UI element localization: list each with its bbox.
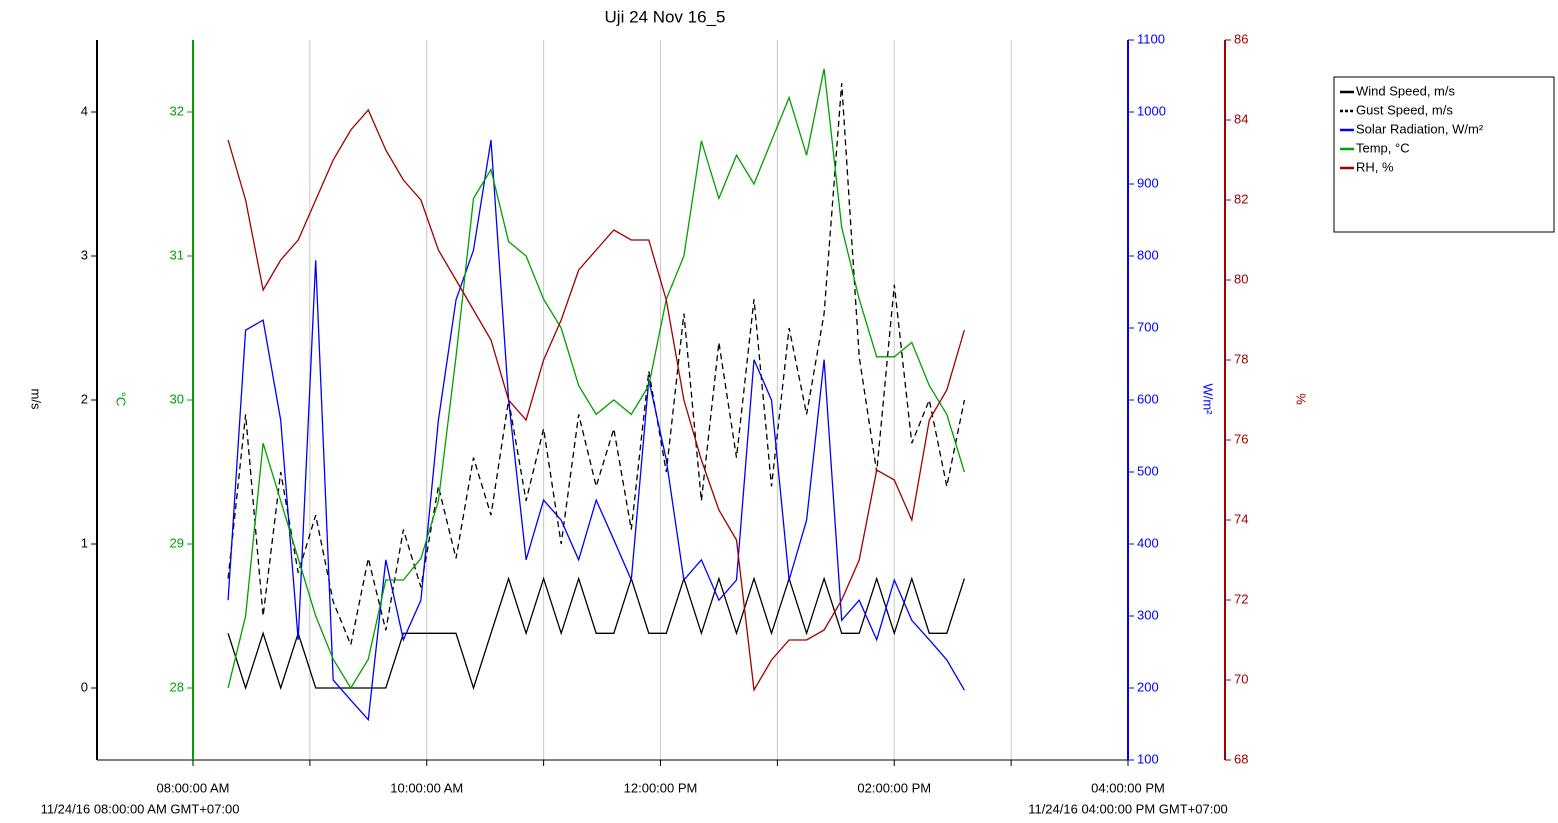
x-tick-label: 08:00:00 AM — [157, 780, 230, 795]
y-tick-label: 1000 — [1137, 103, 1166, 118]
y-tick-label: 200 — [1137, 679, 1159, 694]
series-line — [227, 68, 966, 690]
series-line — [227, 576, 966, 691]
y-tick-label: 2 — [81, 391, 88, 406]
y-tick-label: 82 — [1234, 191, 1248, 206]
y-tick-label: 4 — [81, 103, 88, 118]
series-line — [227, 108, 966, 693]
y-axis-label: W/m² — [1201, 383, 1216, 415]
y-tick-label: 29 — [170, 535, 184, 550]
x-range-end: 11/24/16 04:00:00 PM GMT+07:00 — [1028, 801, 1228, 816]
y-tick-label: 68 — [1234, 751, 1248, 766]
y-tick-label: 600 — [1137, 391, 1159, 406]
y-tick-label: 31 — [170, 247, 184, 262]
y-tick-label: 800 — [1137, 247, 1159, 262]
y-tick-label: 300 — [1137, 607, 1159, 622]
y-tick-label: 86 — [1234, 31, 1248, 46]
y-tick-label: 84 — [1234, 111, 1248, 126]
x-tick-label: 10:00:00 AM — [390, 780, 463, 795]
legend-label: RH, % — [1356, 159, 1394, 174]
y-tick-label: 100 — [1137, 751, 1159, 766]
x-tick-label: 02:00:00 PM — [857, 780, 931, 795]
series-line — [227, 83, 966, 648]
y-tick-label: 74 — [1234, 511, 1248, 526]
y-tick-label: 900 — [1137, 175, 1159, 190]
legend-box — [1333, 76, 1555, 233]
y-tick-label: 28 — [170, 679, 184, 694]
x-tick-label: 04:00:00 PM — [1091, 780, 1165, 795]
legend-label: Solar Radiation, W/m² — [1356, 121, 1484, 136]
y-axis-label: m/s — [29, 389, 44, 410]
y-tick-label: 78 — [1234, 351, 1248, 366]
y-tick-label: 32 — [170, 103, 184, 118]
series-line — [227, 139, 965, 722]
y-tick-label: 76 — [1234, 431, 1248, 446]
y-tick-label: 1100 — [1137, 31, 1165, 46]
y-tick-label: 700 — [1137, 319, 1159, 334]
y-tick-label: 500 — [1137, 463, 1159, 478]
y-axis-label: °C — [114, 392, 129, 407]
y-tick-label: 30 — [170, 391, 184, 406]
y-tick-label: 0 — [81, 679, 88, 694]
y-tick-label: 400 — [1137, 535, 1159, 550]
y-tick-label: 70 — [1234, 671, 1248, 686]
y-axis-label: % — [1294, 393, 1309, 405]
legend-label: Temp, °C — [1356, 140, 1410, 155]
legend-label: Wind Speed, m/s — [1356, 83, 1455, 98]
x-tick-label: 12:00:00 PM — [624, 780, 698, 795]
x-range-start: 11/24/16 08:00:00 AM GMT+07:00 — [41, 801, 240, 816]
legend-label: Gust Speed, m/s — [1356, 102, 1453, 117]
y-tick-label: 3 — [81, 247, 88, 262]
chart-title: Uji 24 Nov 16_5 — [605, 7, 726, 26]
y-tick-label: 80 — [1234, 271, 1248, 286]
y-tick-label: 72 — [1234, 591, 1248, 606]
y-tick-label: 1 — [81, 535, 88, 550]
